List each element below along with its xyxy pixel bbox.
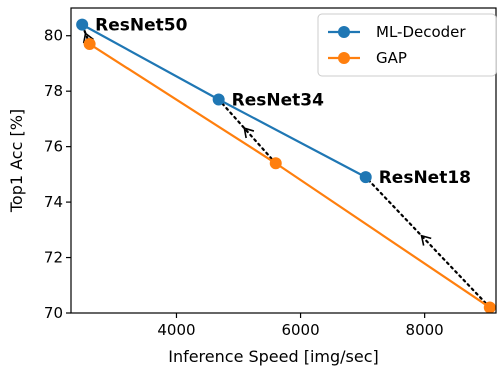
axes-layer: 4000 6000 8000 70 72 74 76 78 80 Inference Speed … [7, 27, 444, 366]
arrowhead-0 [82, 31, 94, 44]
data-point-gap-0 [83, 38, 96, 51]
x-axis-label: Inference Speed [img/sec] [168, 347, 379, 366]
data-point-gap-2 [483, 301, 496, 314]
legend-label-1: GAP [376, 49, 407, 67]
x-tick-label-1: 6000 [281, 321, 319, 339]
arrow-line-1 [217, 98, 277, 165]
labels-layer: ResNet50 ResNet34 ResNet18 [95, 16, 471, 189]
point-label-0: ResNet50 [95, 16, 187, 36]
point-label-1: ResNet34 [232, 91, 324, 111]
y-tick-label-1: 72 [44, 249, 63, 267]
y-tick-label-4: 78 [44, 82, 63, 100]
legend-entry-0: ML-Decoder [328, 23, 466, 41]
y-tick-label-2: 74 [44, 193, 63, 211]
point-label-2: ResNet18 [379, 168, 471, 188]
x-tick-label-2: 8000 [406, 321, 444, 339]
legend-box [317, 13, 497, 77]
x-tick-label-0: 4000 [157, 321, 195, 339]
data-point-gap-1 [269, 157, 282, 170]
points-layer [76, 18, 496, 314]
arrow-2 [364, 176, 491, 309]
data-point-ml-decoder-1 [212, 93, 225, 106]
plot-frame [70, 7, 497, 314]
legend-label-0: ML-Decoder [376, 23, 466, 41]
arrowhead-2 [420, 234, 432, 246]
y-tick-label-0: 70 [44, 304, 63, 322]
legend-marker-0 [338, 26, 350, 38]
y-tick-label-3: 76 [44, 138, 63, 156]
legend-marker-1 [338, 52, 350, 64]
y-axis-label: Top1 Acc [%] [7, 109, 26, 213]
arrow-1 [217, 98, 277, 165]
legend: ML-Decoder GAP [317, 13, 497, 77]
arrow-line-2 [364, 176, 491, 309]
y-tick-label-5: 80 [44, 27, 63, 45]
data-point-ml-decoder-0 [76, 18, 89, 31]
legend-entry-1: GAP [328, 49, 407, 67]
data-point-ml-decoder-2 [359, 171, 372, 184]
arrowhead-1 [243, 127, 255, 139]
